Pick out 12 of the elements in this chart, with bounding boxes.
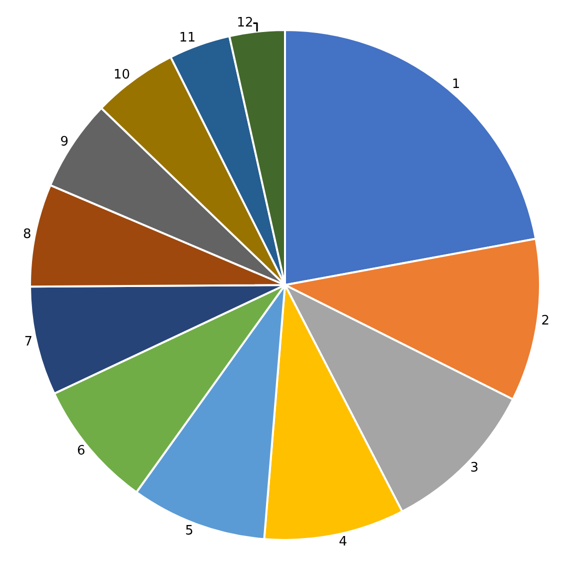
- slice-label: 12: [236, 16, 254, 31]
- slice-label: 8: [22, 227, 32, 242]
- slice-label: 7: [24, 334, 33, 350]
- slice-label: 2: [541, 314, 550, 329]
- slice-label: 10: [114, 67, 130, 82]
- slice-label: 1: [452, 77, 460, 92]
- slice-label: 11: [179, 30, 196, 46]
- slice-label: 4: [338, 534, 348, 550]
- slice-label: 3: [470, 460, 478, 476]
- slice-label: 6: [77, 444, 86, 459]
- slice-label: 5: [185, 523, 194, 538]
- slice-label: 9: [60, 134, 69, 150]
